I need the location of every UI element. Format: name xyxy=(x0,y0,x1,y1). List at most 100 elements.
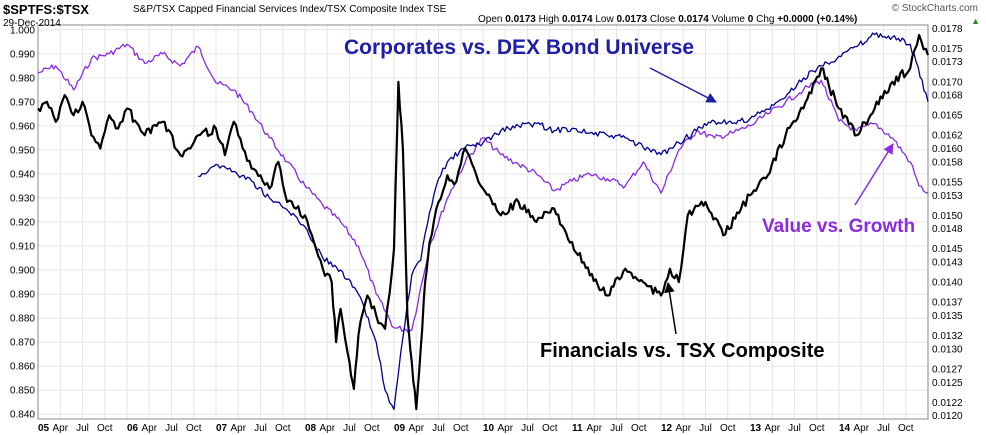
right-axis: 0.0178 0.0175 0.0173 0.0170 0.0168 0.0165 0.01… xyxy=(932,24,963,422)
x-tick-label: Jul xyxy=(521,423,534,434)
x-tick-label: 10 xyxy=(483,423,495,434)
x-tick-label: Apr xyxy=(52,423,68,434)
open-value: 0.0173 xyxy=(505,14,536,25)
index-description: S&P/TSX Capped Financial Services Index/… xyxy=(133,4,446,15)
right-tick-label: 0.0165 xyxy=(932,111,963,122)
right-tick-label: 0.0153 xyxy=(932,191,963,202)
left-tick-label: 0.840 xyxy=(10,410,35,421)
right-tick-label: 0.0135 xyxy=(932,311,963,322)
x-tick-label: Oct xyxy=(720,423,736,434)
right-tick-label: 0.0155 xyxy=(932,177,963,188)
arrow-corporates xyxy=(649,67,717,103)
x-tick-label: Apr xyxy=(408,423,424,434)
x-tick-label: Apr xyxy=(230,423,246,434)
right-tick-label: 0.0145 xyxy=(932,244,963,255)
exchange-code: TSE xyxy=(426,4,447,15)
right-tick-label: 0.0130 xyxy=(932,344,963,355)
right-tick-label: 0.0160 xyxy=(932,144,963,155)
left-tick-label: 0.940 xyxy=(10,169,35,180)
open-label: Open xyxy=(478,14,503,25)
right-tick-label: 0.0162 xyxy=(932,131,963,142)
low-value: 0.0173 xyxy=(616,14,648,25)
description-text: S&P/TSX Capped Financial Services Index/… xyxy=(133,4,425,15)
x-tick-label: Jul xyxy=(343,423,356,434)
annotation-corporates: Corporates vs. DEX Bond Universe xyxy=(344,36,695,59)
right-tick-label: 0.0140 xyxy=(932,278,963,289)
right-tick-label: 0.0148 xyxy=(932,224,963,235)
x-tick-label: Apr xyxy=(675,423,691,434)
x-tick-label: Jul xyxy=(699,423,712,434)
left-tick-label: 0.930 xyxy=(10,193,35,204)
arrow-value-growth xyxy=(854,143,894,206)
left-tick-label: 0.950 xyxy=(10,145,35,156)
stockcharts-brand: © StockCharts.com xyxy=(891,3,978,14)
series-line-value-growth xyxy=(37,43,929,333)
x-tick-label: 09 xyxy=(394,423,406,434)
x-tick-label: Apr xyxy=(319,423,335,434)
left-tick-label: 0.850 xyxy=(10,386,35,397)
x-tick-label: Apr xyxy=(586,423,602,434)
left-tick-label: 0.990 xyxy=(10,49,35,60)
x-tick-label: Jul xyxy=(877,423,890,434)
high-value: 0.0174 xyxy=(561,14,593,25)
x-tick-label: Oct xyxy=(275,423,291,434)
left-tick-label: 1.000 xyxy=(10,25,35,36)
x-tick-label: Jul xyxy=(610,423,623,434)
right-tick-label: 0.0125 xyxy=(932,378,963,389)
volume-value: 0 xyxy=(747,14,754,25)
left-tick-label: 0.860 xyxy=(10,362,35,373)
price-stats: Open 0.0173 High 0.0174 Low 0.0173 Close… xyxy=(478,14,857,25)
close-value: 0.0174 xyxy=(678,14,709,25)
x-tick-label: Jul xyxy=(432,423,445,434)
x-tick-label: Jul xyxy=(788,423,801,434)
x-tick-label: Oct xyxy=(97,423,113,434)
x-tick-label: 13 xyxy=(750,423,762,434)
x-tick-label: Apr xyxy=(497,423,513,434)
x-tick-label: Apr xyxy=(764,423,780,434)
x-tick-label: 12 xyxy=(661,423,673,434)
volume-label: Volume xyxy=(711,14,745,25)
right-tick-label: 0.0122 xyxy=(932,398,963,409)
x-tick-label: Jul xyxy=(254,423,267,434)
x-tick-label: 06 xyxy=(127,423,139,434)
left-tick-label: 0.970 xyxy=(10,97,35,108)
x-tick-label: Oct xyxy=(186,423,202,434)
series-line-corporates xyxy=(198,32,929,411)
right-tick-label: 0.0178 xyxy=(932,24,963,35)
left-tick-label: 0.900 xyxy=(10,266,35,277)
right-tick-label: 0.0127 xyxy=(932,364,963,375)
x-tick-label: Apr xyxy=(141,423,157,434)
chg-label: Chg xyxy=(756,14,775,25)
right-tick-label: 0.0175 xyxy=(932,44,963,55)
x-axis: 05 Apr Jul Oct 06 Apr Jul Oct 07 Apr Jul Oct 08 Apr Ju… xyxy=(38,423,914,434)
right-tick-label: 0.0120 xyxy=(932,411,963,422)
left-axis: 1.000 0.990 0.980 0.970 0.960 0.950 0.940 0.930… xyxy=(10,25,35,420)
right-tick-label: 0.0168 xyxy=(932,91,963,102)
right-tick-label: 0.0173 xyxy=(932,57,963,68)
left-tick-label: 0.890 xyxy=(10,290,35,301)
x-tick-label: Oct xyxy=(898,423,914,434)
annotation-value-growth: Value vs. Growth xyxy=(762,216,916,237)
x-tick-label: 08 xyxy=(305,423,317,434)
x-tick-label: Jul xyxy=(76,423,89,434)
annotation-financials: Financials vs. TSX Composite xyxy=(540,340,825,362)
x-tick-label: 07 xyxy=(216,423,228,434)
x-tick-label: Jul xyxy=(165,423,178,434)
right-tick-label: 0.0143 xyxy=(932,258,963,269)
right-tick-label: 0.0132 xyxy=(932,331,963,342)
x-tick-label: Oct xyxy=(809,423,825,434)
left-tick-label: 0.980 xyxy=(10,73,35,84)
close-label: Close xyxy=(649,14,676,25)
right-tick-label: 0.0137 xyxy=(932,298,963,309)
series-lines xyxy=(37,32,930,411)
left-tick-label: 0.870 xyxy=(10,338,35,349)
chart-date: 29-Dec-2014 xyxy=(3,18,61,29)
x-tick-label: Apr xyxy=(853,423,869,434)
low-label: Low xyxy=(595,14,614,25)
left-tick-label: 0.920 xyxy=(10,218,35,229)
arrow-financials xyxy=(664,281,677,335)
right-tick-label: 0.0150 xyxy=(932,211,963,222)
x-tick-label: 05 xyxy=(38,423,50,434)
x-tick-label: Oct xyxy=(542,423,558,434)
